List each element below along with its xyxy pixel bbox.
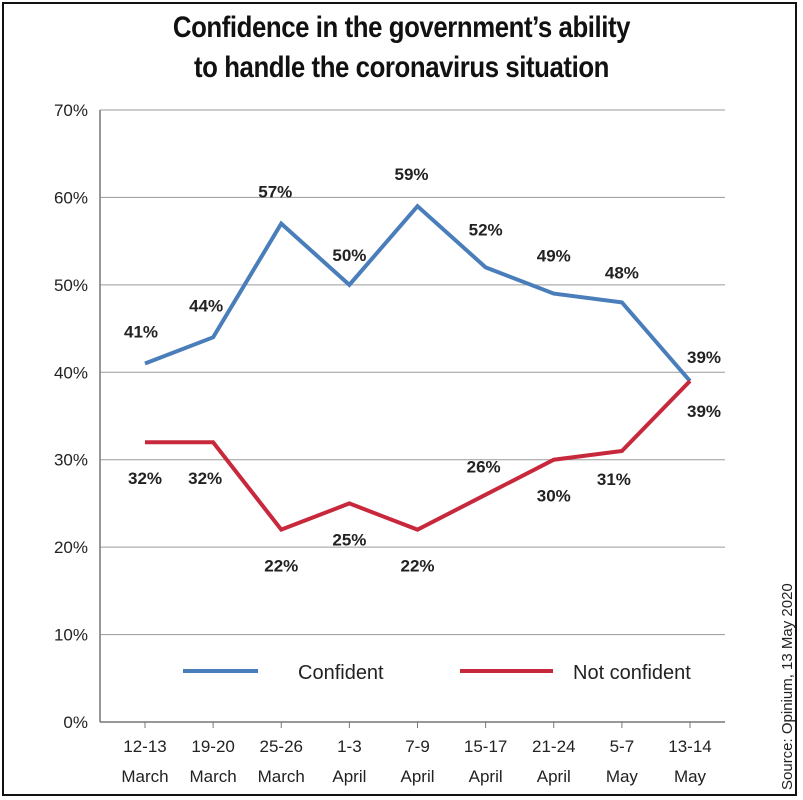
source-note: Source: Opinium, 13 May 2020 bbox=[779, 583, 796, 790]
y-tick-label: 20% bbox=[54, 538, 88, 557]
legend: Confident Not confident bbox=[183, 662, 691, 684]
data-label: 31% bbox=[597, 470, 631, 489]
x-tick-label: 1-3 bbox=[337, 737, 362, 756]
x-tick-label-month: April bbox=[400, 767, 434, 786]
y-axis: 0% 10% 20% 30% 40% 50% 60% 70% bbox=[54, 101, 101, 732]
data-label: 59% bbox=[394, 165, 428, 184]
data-label: 50% bbox=[332, 246, 366, 265]
x-tick-label: 25-26 bbox=[260, 737, 303, 756]
y-tick-label: 70% bbox=[54, 101, 88, 120]
x-tick-label: 12-13 bbox=[123, 737, 166, 756]
x-tick-label-month: April bbox=[332, 767, 366, 786]
y-tick-label: 50% bbox=[54, 276, 88, 295]
data-label: 25% bbox=[332, 530, 366, 549]
series-line-confident bbox=[144, 203, 692, 383]
data-label: 22% bbox=[400, 557, 434, 576]
x-tick-label: 5-7 bbox=[610, 737, 635, 756]
y-tick-label: 60% bbox=[54, 188, 88, 207]
legend-label: Confident bbox=[298, 662, 384, 684]
chart-title-line-1: Confidence in the government’s ability bbox=[172, 11, 631, 44]
x-tick-label-month: May bbox=[606, 767, 639, 786]
x-tick-label: 21-24 bbox=[532, 737, 575, 756]
series-line-not-confident bbox=[145, 379, 692, 533]
chart-title: Confidence in the government’s ability t… bbox=[0, 8, 803, 88]
x-tick-label-month: May bbox=[674, 767, 707, 786]
data-label: 48% bbox=[605, 263, 639, 282]
x-tick-label: 19-20 bbox=[191, 737, 234, 756]
x-tick-label: 13-14 bbox=[668, 737, 711, 756]
data-label: 32% bbox=[128, 469, 162, 488]
grid-lines bbox=[100, 109, 725, 723]
data-label: 32% bbox=[188, 469, 222, 488]
y-tick-label: 0% bbox=[63, 713, 88, 732]
y-tick-label: 40% bbox=[54, 363, 88, 382]
x-tick-label-month: March bbox=[190, 767, 237, 786]
data-label: 39% bbox=[687, 348, 721, 367]
series-lines bbox=[144, 203, 692, 533]
x-tick-label-month: March bbox=[258, 767, 305, 786]
data-labels: 41% 44% 57% 50% 59% 52% 49% 48% 39% 32% 32% 22% 25% 2… bbox=[124, 165, 721, 575]
x-axis: 12-13 March 19-20 March 25-26 March 1-3 April 7-… bbox=[121, 722, 712, 786]
x-tick-label-month: April bbox=[537, 767, 571, 786]
data-label: 44% bbox=[189, 296, 223, 315]
x-tick-label-month: March bbox=[121, 767, 168, 786]
x-tick-label-month: April bbox=[469, 767, 503, 786]
data-label: 41% bbox=[124, 323, 158, 342]
data-label: 39% bbox=[687, 402, 721, 421]
x-tick-label: 7-9 bbox=[405, 737, 430, 756]
data-label: 57% bbox=[258, 183, 292, 202]
data-label: 22% bbox=[264, 557, 298, 576]
x-tick-label: 15-17 bbox=[464, 737, 507, 756]
data-label: 26% bbox=[467, 458, 501, 477]
data-label: 52% bbox=[469, 220, 503, 239]
chart-title-line-2: to handle the coronavirus situation bbox=[193, 51, 610, 84]
data-label: 49% bbox=[537, 247, 571, 266]
y-tick-label: 10% bbox=[54, 626, 88, 645]
legend-label: Not confident bbox=[573, 662, 691, 684]
data-label: 30% bbox=[537, 487, 571, 506]
y-tick-label: 30% bbox=[54, 451, 88, 470]
